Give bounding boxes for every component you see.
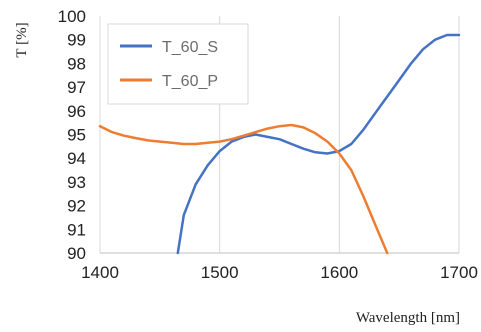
y-tick-label-99: 99 <box>67 31 86 50</box>
y-tick-label-96: 96 <box>67 102 86 121</box>
series-line-t-60-p <box>98 123 389 255</box>
series-line-t-60-s <box>176 33 461 255</box>
y-tick-label-98: 98 <box>67 54 86 73</box>
x-tick-label-1600: 1600 <box>320 263 358 282</box>
x-tick-label-1400: 1400 <box>81 263 119 282</box>
y-tick-label-91: 91 <box>67 220 86 239</box>
y-tick-label-92: 92 <box>67 197 86 216</box>
x-tick-label-1500: 1500 <box>201 263 239 282</box>
legend: T_60_S T_60_P <box>107 23 249 105</box>
y-axis-title: T [%] <box>14 22 30 57</box>
x-axis-title: Wavelength [nm] <box>356 310 460 326</box>
y-tick-label-90: 90 <box>67 244 86 263</box>
legend-label-t-60-s: T_60_S <box>162 39 218 56</box>
legend-box <box>107 23 249 105</box>
y-tick-label-94: 94 <box>67 149 86 168</box>
y-tick-label-100: 100 <box>58 7 86 26</box>
y-tick-label-97: 97 <box>67 78 86 97</box>
series-group <box>98 33 461 255</box>
y-tick-label-93: 93 <box>67 173 86 192</box>
y-tick-label-95: 95 <box>67 126 86 145</box>
tick-labels: 90 91 92 93 94 95 96 97 98 99 100 1400 1500 1600 1700 <box>58 7 478 282</box>
x-tick-label-1700: 1700 <box>440 263 478 282</box>
legend-label-t-60-p: T_60_P <box>162 73 218 90</box>
